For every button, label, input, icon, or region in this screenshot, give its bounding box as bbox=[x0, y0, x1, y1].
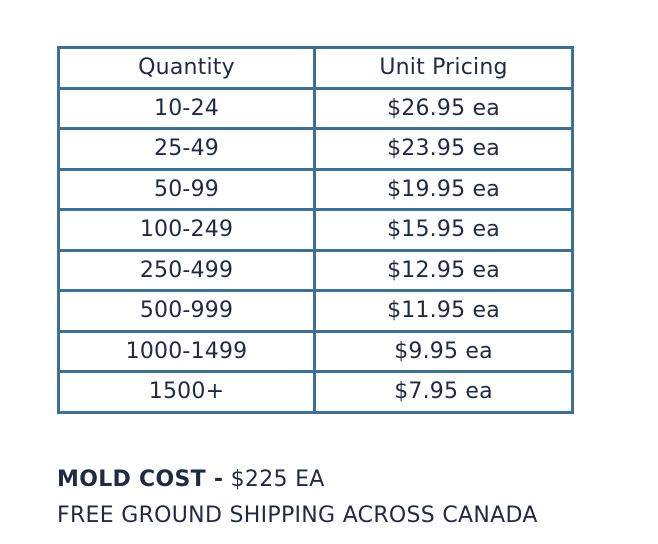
price-cell: $12.95 ea bbox=[313, 248, 574, 292]
table-row: 1500+ $7.95 ea bbox=[57, 370, 574, 414]
price-cell: $15.95 ea bbox=[313, 208, 574, 252]
quantity-cell: 1500+ bbox=[57, 370, 316, 414]
table-row: 500-999 $11.95 ea bbox=[57, 289, 574, 333]
footer-notes: MOLD COST - $225 EA FREE GROUND SHIPPING… bbox=[57, 462, 657, 534]
shipping-note: FREE GROUND SHIPPING ACROSS CANADA bbox=[57, 503, 538, 528]
quantity-header: Quantity bbox=[57, 46, 316, 90]
price-cell: $11.95 ea bbox=[313, 289, 574, 333]
mold-cost-line: MOLD COST - $225 EA bbox=[57, 462, 657, 498]
quantity-cell: 10-24 bbox=[57, 86, 316, 130]
quantity-cell: 25-49 bbox=[57, 127, 316, 171]
price-cell: $7.95 ea bbox=[313, 370, 574, 414]
price-cell: $19.95 ea bbox=[313, 167, 574, 211]
mold-cost-value: $225 EA bbox=[230, 467, 325, 492]
quantity-cell: 50-99 bbox=[57, 167, 316, 211]
pricing-table: Quantity Unit Pricing 10-24 $26.95 ea 25… bbox=[57, 46, 574, 414]
quantity-cell: 500-999 bbox=[57, 289, 316, 333]
quantity-cell: 250-499 bbox=[57, 248, 316, 292]
price-cell: $26.95 ea bbox=[313, 86, 574, 130]
unit-pricing-header: Unit Pricing bbox=[313, 46, 574, 90]
table-row: 25-49 $23.95 ea bbox=[57, 127, 574, 171]
price-cell: $23.95 ea bbox=[313, 127, 574, 171]
table-row: 10-24 $26.95 ea bbox=[57, 86, 574, 130]
table-row: 100-249 $15.95 ea bbox=[57, 208, 574, 252]
price-cell: $9.95 ea bbox=[313, 329, 574, 373]
quantity-cell: 1000-1499 bbox=[57, 329, 316, 373]
mold-cost-label: MOLD COST - bbox=[57, 467, 224, 492]
table-row: 250-499 $12.95 ea bbox=[57, 248, 574, 292]
table-row: 1000-1499 $9.95 ea bbox=[57, 329, 574, 373]
table-header-row: Quantity Unit Pricing bbox=[57, 46, 574, 90]
quantity-cell: 100-249 bbox=[57, 208, 316, 252]
table-row: 50-99 $19.95 ea bbox=[57, 167, 574, 211]
